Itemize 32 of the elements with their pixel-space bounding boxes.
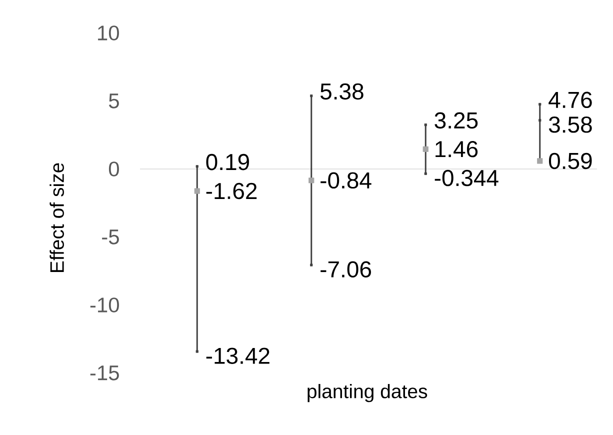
y-axis-title: Effect of size <box>50 163 64 272</box>
y-tick-label: -10 <box>90 298 119 312</box>
point <box>310 94 313 98</box>
x-axis-title: planting dates <box>308 384 428 402</box>
data-label: -1.62 <box>206 182 257 200</box>
point <box>538 119 542 122</box>
point <box>194 188 200 194</box>
point <box>196 165 198 168</box>
y-tick-label: 5 <box>108 94 119 108</box>
point <box>196 350 198 353</box>
y-tick-label: -15 <box>90 366 119 380</box>
data-label: 4.76 <box>548 92 592 108</box>
point <box>538 102 542 106</box>
data-label: 5.38 <box>320 83 364 100</box>
data-label: -0.344 <box>434 170 498 186</box>
point <box>537 158 543 164</box>
point <box>310 264 313 266</box>
point <box>424 123 427 126</box>
data-label: -13.42 <box>206 348 270 364</box>
data-label: -0.84 <box>320 172 372 189</box>
point <box>308 178 314 184</box>
data-label: 3.58 <box>548 116 592 133</box>
y-tick-label: -5 <box>102 230 119 244</box>
data-label: 3.25 <box>434 112 478 129</box>
data-label: -7.06 <box>320 261 371 278</box>
y-tick-label: 10 <box>98 26 119 40</box>
point <box>422 146 428 152</box>
data-label: 1.46 <box>436 140 478 158</box>
y-tick-label: 0 <box>108 162 119 176</box>
data-label: 0.59 <box>548 152 592 170</box>
point <box>424 172 427 175</box>
data-label: 0.19 <box>206 154 249 170</box>
